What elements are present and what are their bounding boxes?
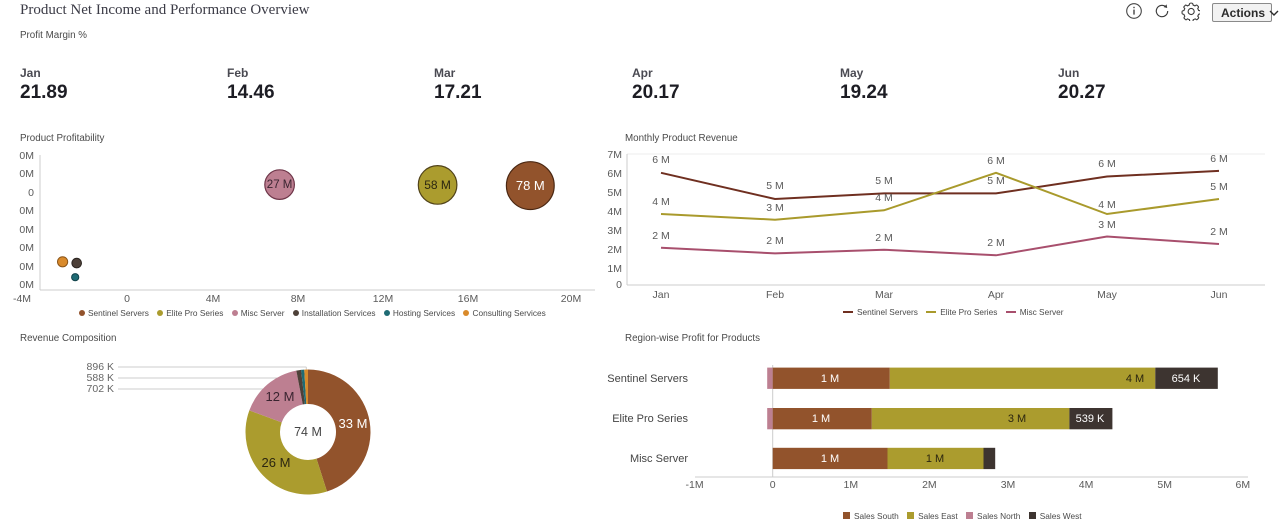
svg-text:16M: 16M bbox=[458, 293, 478, 305]
svg-text:0M: 0M bbox=[19, 205, 34, 217]
svg-text:2 M: 2 M bbox=[987, 237, 1005, 249]
svg-text:539 K: 539 K bbox=[1076, 413, 1105, 425]
svg-text:3M: 3M bbox=[1001, 479, 1016, 491]
svg-text:6 M: 6 M bbox=[652, 154, 670, 166]
svg-text:2M: 2M bbox=[922, 479, 937, 491]
svg-text:0: 0 bbox=[616, 279, 622, 291]
svg-text:5M: 5M bbox=[607, 187, 622, 199]
svg-text:3 M: 3 M bbox=[766, 202, 784, 214]
svg-text:20M: 20M bbox=[561, 293, 581, 305]
svg-text:1M: 1M bbox=[844, 479, 859, 491]
svg-text:8M: 8M bbox=[291, 293, 306, 305]
svg-text:4 M: 4 M bbox=[1126, 373, 1144, 385]
svg-text:26 M: 26 M bbox=[262, 455, 291, 470]
svg-text:3 M: 3 M bbox=[1098, 219, 1116, 231]
svg-text:5 M: 5 M bbox=[1210, 181, 1228, 193]
svg-text:702 K: 702 K bbox=[87, 383, 114, 395]
svg-text:4 M: 4 M bbox=[1098, 199, 1116, 211]
svg-text:0: 0 bbox=[124, 293, 130, 305]
svg-text:Mar: Mar bbox=[875, 289, 894, 300]
svg-text:Apr: Apr bbox=[988, 289, 1005, 300]
svg-text:5 M: 5 M bbox=[875, 175, 893, 187]
svg-text:6 M: 6 M bbox=[1210, 153, 1228, 165]
svg-text:1 M: 1 M bbox=[812, 413, 830, 425]
svg-text:2 M: 2 M bbox=[766, 235, 784, 247]
svg-text:-4M: -4M bbox=[13, 293, 31, 305]
svg-text:78 M: 78 M bbox=[516, 178, 545, 193]
svg-text:0M: 0M bbox=[19, 242, 34, 254]
svg-text:0M: 0M bbox=[19, 261, 34, 273]
svg-text:12M: 12M bbox=[373, 293, 393, 305]
svg-text:4M: 4M bbox=[206, 293, 221, 305]
svg-text:0M: 0M bbox=[19, 279, 34, 291]
svg-text:33 M: 33 M bbox=[339, 416, 368, 431]
svg-text:0: 0 bbox=[770, 479, 776, 491]
svg-text:5 M: 5 M bbox=[987, 175, 1005, 187]
svg-text:5 M: 5 M bbox=[766, 180, 784, 192]
svg-text:27 M: 27 M bbox=[267, 179, 293, 191]
svg-text:1 M: 1 M bbox=[821, 453, 839, 465]
svg-text:Feb: Feb bbox=[766, 289, 784, 300]
svg-text:-1M: -1M bbox=[686, 479, 704, 491]
svg-text:654 K: 654 K bbox=[1172, 373, 1201, 385]
svg-text:2 M: 2 M bbox=[875, 232, 893, 244]
svg-text:3M: 3M bbox=[607, 225, 622, 237]
svg-text:4 M: 4 M bbox=[652, 196, 670, 208]
svg-text:6M: 6M bbox=[607, 168, 622, 180]
svg-text:Jun: Jun bbox=[1211, 289, 1228, 300]
svg-text:1 M: 1 M bbox=[926, 453, 944, 465]
svg-text:Jan: Jan bbox=[653, 289, 670, 300]
svg-text:6 M: 6 M bbox=[1098, 158, 1116, 170]
svg-text:6 M: 6 M bbox=[987, 155, 1005, 167]
svg-text:6M: 6M bbox=[1236, 479, 1251, 491]
svg-text:12 M: 12 M bbox=[266, 389, 295, 404]
svg-text:4M: 4M bbox=[1079, 479, 1094, 491]
svg-text:3 M: 3 M bbox=[1008, 413, 1026, 425]
svg-text:Elite Pro Series: Elite Pro Series bbox=[612, 413, 688, 425]
svg-text:5M: 5M bbox=[1157, 479, 1172, 491]
svg-text:58 M: 58 M bbox=[424, 178, 451, 192]
svg-text:4M: 4M bbox=[607, 206, 622, 218]
svg-text:74 M: 74 M bbox=[294, 425, 322, 439]
svg-text:4 M: 4 M bbox=[875, 192, 893, 204]
svg-text:2 M: 2 M bbox=[652, 230, 670, 242]
svg-text:May: May bbox=[1097, 289, 1118, 300]
svg-text:2 M: 2 M bbox=[1210, 226, 1228, 238]
svg-text:Misc Server: Misc Server bbox=[630, 453, 688, 465]
svg-text:0M: 0M bbox=[19, 150, 34, 162]
svg-text:1M: 1M bbox=[607, 263, 622, 275]
svg-text:0M: 0M bbox=[19, 168, 34, 180]
svg-text:2M: 2M bbox=[607, 244, 622, 256]
svg-text:7M: 7M bbox=[607, 150, 622, 161]
svg-text:Sentinel Servers: Sentinel Servers bbox=[607, 373, 688, 385]
svg-text:0: 0 bbox=[28, 187, 34, 199]
svg-text:0M: 0M bbox=[19, 224, 34, 236]
svg-text:1 M: 1 M bbox=[821, 373, 839, 385]
